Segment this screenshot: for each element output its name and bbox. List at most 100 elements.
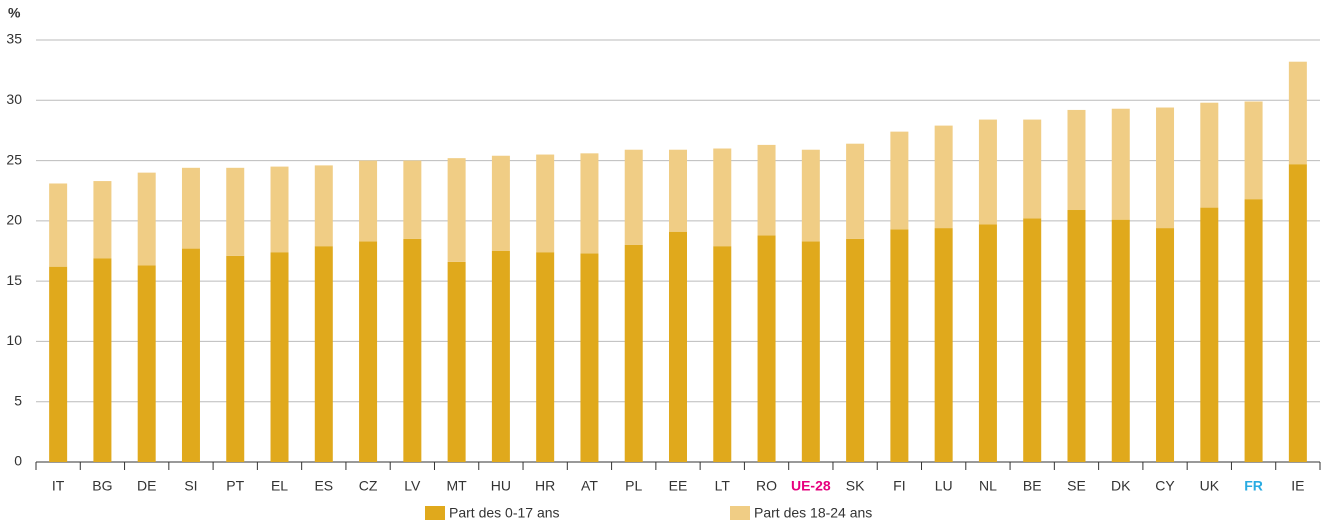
x-tick-label: NL [979,478,997,494]
x-tick-label: LU [935,478,953,494]
bar-segment [1288,61,1307,165]
x-tick-label: LT [715,478,731,494]
bar-segment [403,238,422,462]
x-tick-label: FI [893,478,905,494]
bar-segment [978,119,997,225]
bar-segment [846,238,865,462]
bar-segment [934,228,953,462]
bar-segment [1111,108,1130,220]
bar-segment [447,261,466,462]
bar-segment [801,149,820,242]
bar-segment [1023,218,1042,462]
x-tick-label: EL [271,478,288,494]
bar-segment [713,246,732,462]
bar-segment [491,155,510,251]
bar-segment [890,229,909,462]
x-tick-label: EE [669,478,688,494]
x-tick-label: LV [404,478,421,494]
bar-segment [49,266,68,462]
bar-segment [669,231,687,462]
x-tick-label: RO [756,478,777,494]
bar-segment [1244,199,1263,462]
x-tick-label: UE-28 [791,478,831,494]
bar-segment [801,241,820,462]
bar-segment [757,144,776,236]
bar-segment [403,160,422,239]
bar-segment [93,258,112,462]
bar-segment [713,148,732,247]
y-tick-label: 25 [6,151,22,167]
bar-segment [1067,109,1086,211]
legend-swatch [425,506,445,520]
x-tick-label: PT [226,478,244,494]
bar-segment [359,241,378,462]
x-tick-label: CY [1155,478,1175,494]
bar-segment [359,160,378,242]
x-tick-label: ES [314,478,333,494]
bar-segment [1111,219,1130,462]
bar-segment [137,265,156,462]
bar-segment [978,224,997,462]
bar-segment [846,143,865,239]
bar-segment [1156,228,1175,462]
bar-segment [580,253,599,462]
bar-segment [314,246,333,462]
bar-segment [1023,119,1042,219]
x-tick-label: SI [184,478,197,494]
x-tick-label: AT [581,478,598,494]
y-tick-label: 15 [6,272,22,288]
bar-segment [1067,210,1086,462]
bar-segment [226,167,245,256]
bar-segment [49,183,68,267]
bar-segment [757,235,776,462]
x-tick-label: SK [846,478,865,494]
legend-label: Part des 0-17 ans [449,505,560,521]
bar-segment [181,167,200,249]
y-tick-label: 0 [14,453,22,469]
x-tick-label: CZ [359,478,378,494]
y-tick-label: 30 [6,91,22,107]
x-tick-label: DE [137,478,156,494]
bar-segment [1156,107,1175,229]
bar-segment [1200,102,1219,208]
bar-segment [669,149,687,232]
x-tick-label: BG [92,478,112,494]
y-tick-label: 5 [14,392,22,408]
bar-segment [1288,164,1307,462]
x-tick-label: DK [1111,478,1131,494]
legend-label: Part des 18-24 ans [754,505,872,521]
bar-segment [181,248,200,462]
bar-segment [137,172,156,266]
bar-segment [314,165,333,247]
bar-segment [93,181,112,259]
x-tick-label: SE [1067,478,1086,494]
x-tick-label: MT [447,478,468,494]
bar-segment [270,252,289,462]
x-tick-label: IE [1291,478,1304,494]
bar-segment [624,244,643,462]
bar-segment [934,125,953,229]
bar-segment [226,255,245,462]
y-tick-label: 35 [6,31,22,47]
bar-segment [624,149,643,245]
x-tick-label: HR [535,478,555,494]
bar-segment [270,166,289,253]
bar-segment [1244,101,1263,200]
x-tick-label: UK [1200,478,1220,494]
bar-segment [536,154,555,253]
bar-segment [536,252,555,462]
bar-segment [491,251,510,462]
y-axis-label: % [8,5,21,21]
x-tick-label: IT [52,478,65,494]
bar-segment [890,131,909,230]
bar-segment [580,153,599,254]
x-tick-label: PL [625,478,642,494]
x-tick-label: HU [491,478,511,494]
legend-swatch [730,506,750,520]
x-tick-label: FR [1244,478,1263,494]
bar-segment [1200,207,1219,462]
y-tick-label: 20 [6,212,22,228]
x-tick-label: BE [1023,478,1042,494]
bar-segment [447,158,466,262]
